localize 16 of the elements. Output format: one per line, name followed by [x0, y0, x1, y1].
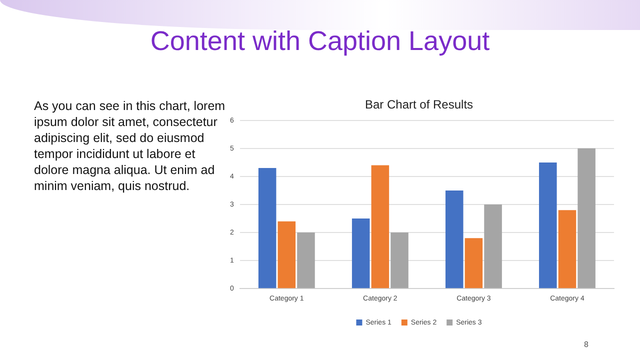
- bar: [484, 204, 502, 288]
- bar: [464, 238, 483, 288]
- bar: [297, 232, 315, 288]
- bar: [258, 168, 276, 288]
- bar: [445, 190, 464, 288]
- chart-title: Bar Chart of Results: [364, 98, 474, 112]
- text: 8: [584, 340, 588, 349]
- bar: [390, 232, 408, 288]
- text: As you can see in this chart, lorem ipsum dolor sit amet, consectetur adipiscing elit, sed do eiusmod tempor incididunt ut labore et dolore magna aliqua. Ut enim ad minim veniam, quis nostrud.: [34, 98, 226, 194]
- bar: [558, 210, 576, 288]
- bar: [278, 221, 296, 288]
- text: Content with Caption Layout: [149, 26, 491, 57]
- bar: [539, 162, 557, 288]
- bar: [578, 148, 596, 288]
- bar: [371, 165, 390, 288]
- bar: [352, 218, 370, 288]
